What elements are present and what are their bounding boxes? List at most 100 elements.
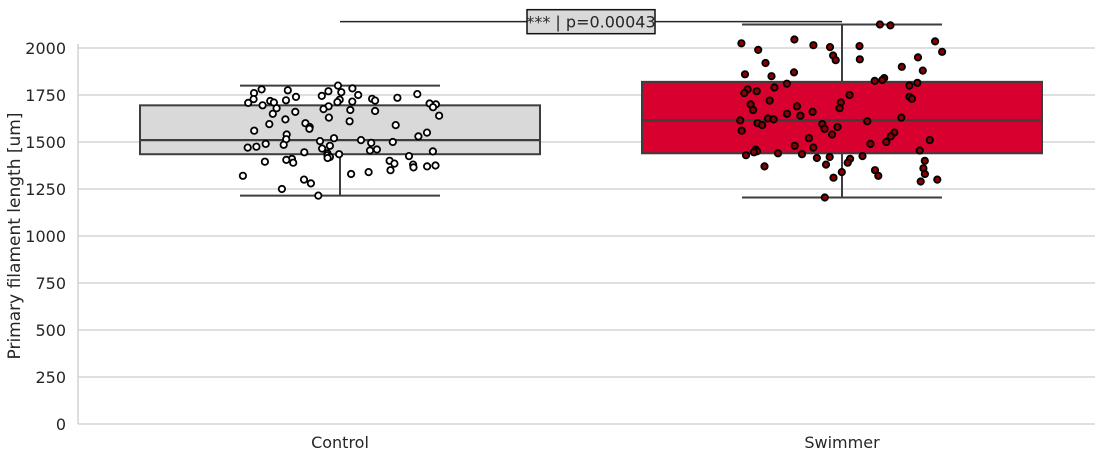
data-point xyxy=(758,121,767,130)
box-iqr xyxy=(139,104,541,156)
data-point xyxy=(354,90,363,100)
y-tick-label: 250 xyxy=(35,368,66,387)
data-point xyxy=(897,113,906,122)
data-point xyxy=(821,160,831,169)
data-point xyxy=(741,151,751,160)
data-point xyxy=(317,144,327,153)
data-point xyxy=(812,153,822,163)
data-point xyxy=(749,148,759,157)
data-point xyxy=(835,104,844,113)
data-point xyxy=(878,75,887,85)
data-point xyxy=(897,62,906,71)
data-point xyxy=(797,150,807,159)
data-point xyxy=(268,109,277,118)
y-tick-label: 1750 xyxy=(25,86,66,105)
data-point xyxy=(428,103,438,112)
data-point xyxy=(257,85,266,94)
y-tick-label: 1000 xyxy=(25,227,66,246)
data-point xyxy=(249,95,258,104)
data-point xyxy=(281,115,290,124)
data-point xyxy=(243,143,252,152)
y-tick-label: 1250 xyxy=(25,180,66,199)
data-point xyxy=(855,41,864,51)
data-point xyxy=(825,152,834,162)
data-point xyxy=(833,122,842,132)
data-point xyxy=(364,168,373,177)
data-point xyxy=(370,96,380,105)
y-axis-label: Primary filament length [um] xyxy=(5,113,25,360)
data-point xyxy=(782,79,792,88)
data-point xyxy=(825,42,835,52)
data-point xyxy=(773,149,783,158)
boxes xyxy=(139,23,1043,199)
data-point xyxy=(937,47,947,56)
data-point xyxy=(277,184,286,194)
data-point xyxy=(431,161,440,170)
data-point xyxy=(855,55,864,64)
data-point xyxy=(831,56,840,65)
data-point xyxy=(925,136,934,145)
data-point xyxy=(907,94,917,103)
x-tick-label: Swimmer xyxy=(804,433,880,452)
data-point xyxy=(808,107,817,117)
data-point xyxy=(265,120,274,129)
data-point xyxy=(863,117,872,126)
data-point xyxy=(875,20,885,29)
data-point xyxy=(367,138,376,147)
data-point xyxy=(829,173,838,182)
data-point xyxy=(370,106,380,116)
data-point xyxy=(272,104,281,113)
data-point xyxy=(422,162,432,171)
data-point xyxy=(390,159,399,168)
data-point xyxy=(282,155,291,164)
data-point xyxy=(333,81,343,90)
data-point xyxy=(391,121,400,130)
data-point xyxy=(827,130,837,139)
data-point xyxy=(737,39,746,48)
data-point xyxy=(306,179,315,188)
significance-annotation: *** | p=0.00043 xyxy=(340,8,842,35)
data-point xyxy=(820,124,829,133)
data-point xyxy=(244,98,253,108)
data-point xyxy=(299,175,309,184)
data-point xyxy=(334,150,344,159)
data-point xyxy=(809,41,818,50)
x-tick-label: Control xyxy=(311,433,369,452)
data-point xyxy=(792,102,802,111)
data-point xyxy=(372,145,381,154)
data-point xyxy=(886,132,895,141)
data-point xyxy=(346,169,356,179)
data-point xyxy=(346,105,355,115)
data-point xyxy=(314,191,323,200)
data-point xyxy=(740,89,749,98)
data-point xyxy=(434,111,444,120)
data-point xyxy=(930,37,940,46)
data-point xyxy=(752,87,761,96)
data-point xyxy=(769,115,778,124)
data-point xyxy=(760,162,769,171)
data-point xyxy=(428,147,437,156)
data-point xyxy=(843,158,852,167)
data-point xyxy=(388,137,397,147)
data-point xyxy=(325,141,334,150)
data-point xyxy=(790,35,799,44)
data-point xyxy=(767,72,776,81)
box-iqr xyxy=(641,80,1043,155)
data-point xyxy=(905,81,914,90)
data-point xyxy=(845,90,854,100)
data-point xyxy=(261,139,270,148)
annotation-text: *** | p=0.00043 xyxy=(526,13,655,32)
data-point xyxy=(337,88,346,97)
data-point xyxy=(765,96,774,105)
data-point xyxy=(289,158,298,167)
data-point xyxy=(404,152,414,161)
data-point xyxy=(329,134,339,143)
data-point xyxy=(345,117,354,126)
data-point xyxy=(317,91,326,101)
data-point xyxy=(740,70,750,79)
data-point xyxy=(886,21,895,30)
data-point xyxy=(789,68,799,77)
data-point xyxy=(291,92,301,102)
data-point xyxy=(770,83,779,92)
data-point xyxy=(323,153,332,163)
